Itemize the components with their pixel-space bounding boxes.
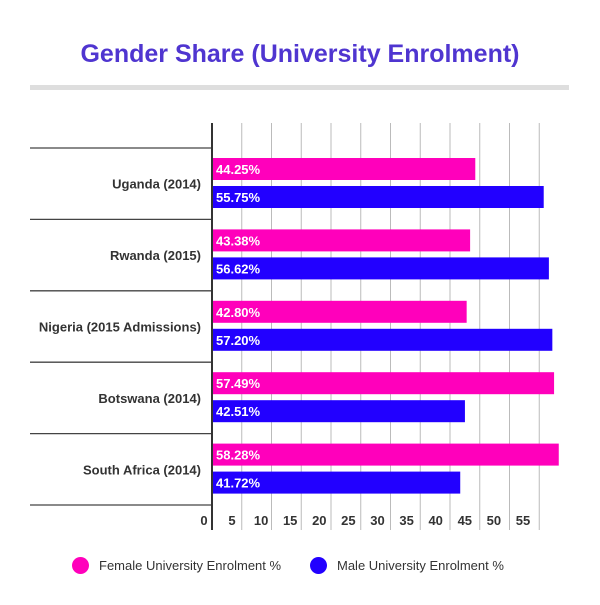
x-tick-label: 10 (254, 513, 268, 528)
category-label: Nigeria (2015 Admissions) (39, 320, 201, 335)
bar-male (212, 328, 553, 351)
bar-data-label: 55.75% (216, 190, 261, 205)
bar-female (212, 300, 467, 323)
x-tick-label: 25 (341, 513, 355, 528)
bar-female (212, 372, 555, 395)
bar-data-label: 43.38% (216, 233, 261, 248)
bar-data-label: 42.51% (216, 404, 261, 419)
x-tick-label: 50 (487, 513, 501, 528)
bar-male (212, 471, 461, 494)
legend-item-female: Female University Enrolment % (72, 557, 281, 574)
bar-data-label: 42.80% (216, 305, 261, 320)
category-label: Uganda (2014) (112, 177, 201, 192)
x-tick-label: 45 (458, 513, 472, 528)
bar-data-label: 56.62% (216, 261, 261, 276)
x-tick-label: 5 (228, 513, 235, 528)
bar-data-label: 41.72% (216, 476, 261, 491)
category-label: Botswana (2014) (98, 391, 201, 406)
legend-label-male: Male University Enrolment % (337, 558, 504, 573)
bar-data-label: 57.20% (216, 333, 261, 348)
legend-swatch-female (72, 557, 89, 574)
category-label: Rwanda (2015) (110, 248, 201, 263)
category-label: South Africa (2014) (83, 462, 201, 477)
x-tick-label: 55 (516, 513, 530, 528)
bar-male (212, 400, 465, 423)
bar-data-label: 57.49% (216, 376, 261, 391)
x-tick-label: 30 (370, 513, 384, 528)
bar-data-label: 58.28% (216, 448, 261, 463)
legend-item-male: Male University Enrolment % (310, 557, 504, 574)
bar-data-label: 44.25% (216, 162, 261, 177)
title-divider (30, 85, 569, 90)
x-tick-label: 40 (428, 513, 442, 528)
bar-male (212, 257, 549, 280)
chart-title: Gender Share (University Enrolment) (80, 40, 520, 68)
bar-female (212, 158, 476, 180)
x-tick-label: 0 (200, 513, 207, 528)
legend-label-female: Female University Enrolment % (99, 558, 282, 573)
bar-male (212, 186, 544, 208)
x-tick-label: 35 (399, 513, 413, 528)
x-tick-label: 15 (283, 513, 297, 528)
bar-female (212, 443, 559, 466)
bar-female (212, 229, 471, 252)
legend-swatch-male (310, 557, 327, 574)
x-tick-label: 20 (312, 513, 326, 528)
